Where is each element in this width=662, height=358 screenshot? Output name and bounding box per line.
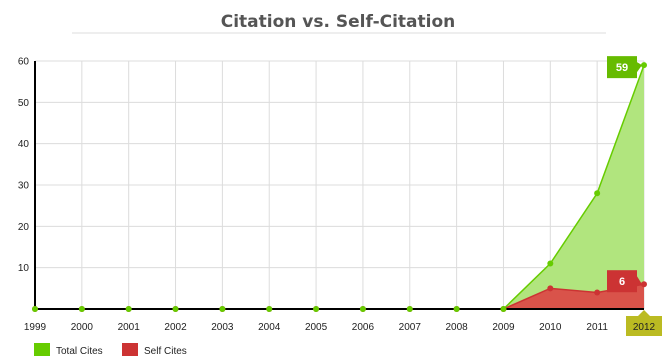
x-tick-label: 2006: [352, 322, 375, 333]
x-tick-label: 2004: [258, 322, 281, 333]
series-area: [35, 65, 644, 309]
x-tick-label: 2001: [118, 322, 141, 333]
highlighted-category-pointer: [638, 310, 650, 316]
series-points: [32, 62, 647, 312]
data-point: [172, 306, 179, 312]
y-tick-label: 40: [18, 139, 30, 150]
x-tick-label: 2010: [539, 322, 562, 333]
x-tick-label: 2007: [399, 322, 422, 333]
value-callout-label: 6: [619, 276, 625, 288]
legend-swatch: [122, 343, 138, 356]
x-tick-label: 2009: [492, 322, 515, 333]
callouts: 59 6: [607, 56, 642, 293]
data-point: [78, 306, 85, 312]
legend-label: Total Cites: [56, 346, 103, 357]
data-point: [313, 306, 320, 312]
data-point: [641, 281, 647, 288]
x-tick-label: 2008: [445, 322, 468, 333]
y-tick-label: 10: [18, 263, 30, 274]
data-point: [547, 285, 554, 292]
x-tick-label: 2003: [211, 322, 234, 333]
legend-swatch: [34, 343, 50, 356]
legend-label: Self Cites: [144, 346, 187, 357]
x-tick-label: 2005: [305, 322, 328, 333]
x-tick-label: 2002: [164, 322, 187, 333]
y-tick-label: 30: [18, 181, 30, 192]
x-tick-label: 1999: [24, 322, 47, 333]
data-point: [32, 306, 38, 312]
value-callout-box: [607, 270, 637, 293]
x-tick-label: 2012: [633, 322, 656, 333]
data-point: [406, 306, 413, 312]
grid: [35, 60, 645, 309]
data-point: [500, 306, 507, 312]
y-tick-label: 20: [18, 222, 30, 233]
data-point: [594, 190, 601, 197]
value-callout-label: 59: [616, 62, 628, 74]
value-callout-pointer: [637, 276, 642, 287]
series-areas: [35, 64, 645, 310]
data-point: [453, 306, 460, 312]
data-point: [547, 260, 554, 267]
axes: 10 20 30 40 50 60 1999 2000 2001 2002 2003 2004 2005…: [18, 57, 662, 336]
data-point: [594, 289, 601, 296]
data-point: [125, 306, 132, 312]
value-callout-pointer: [637, 62, 642, 73]
x-tick-label: 2000: [71, 322, 94, 333]
data-point: [359, 306, 366, 312]
data-point: [641, 62, 647, 69]
chart-title: Citation vs. Self-Citation: [221, 12, 456, 32]
data-point: [219, 306, 226, 312]
value-callout-box: [607, 56, 637, 79]
series-area: [35, 284, 644, 309]
y-tick-label: 50: [18, 98, 30, 109]
highlighted-category-bg: [626, 316, 662, 336]
y-tick-label: 60: [18, 57, 30, 68]
data-point: [266, 306, 273, 312]
x-tick-label: 2011: [586, 322, 608, 333]
legend: Total Cites Self Cites: [34, 343, 187, 357]
